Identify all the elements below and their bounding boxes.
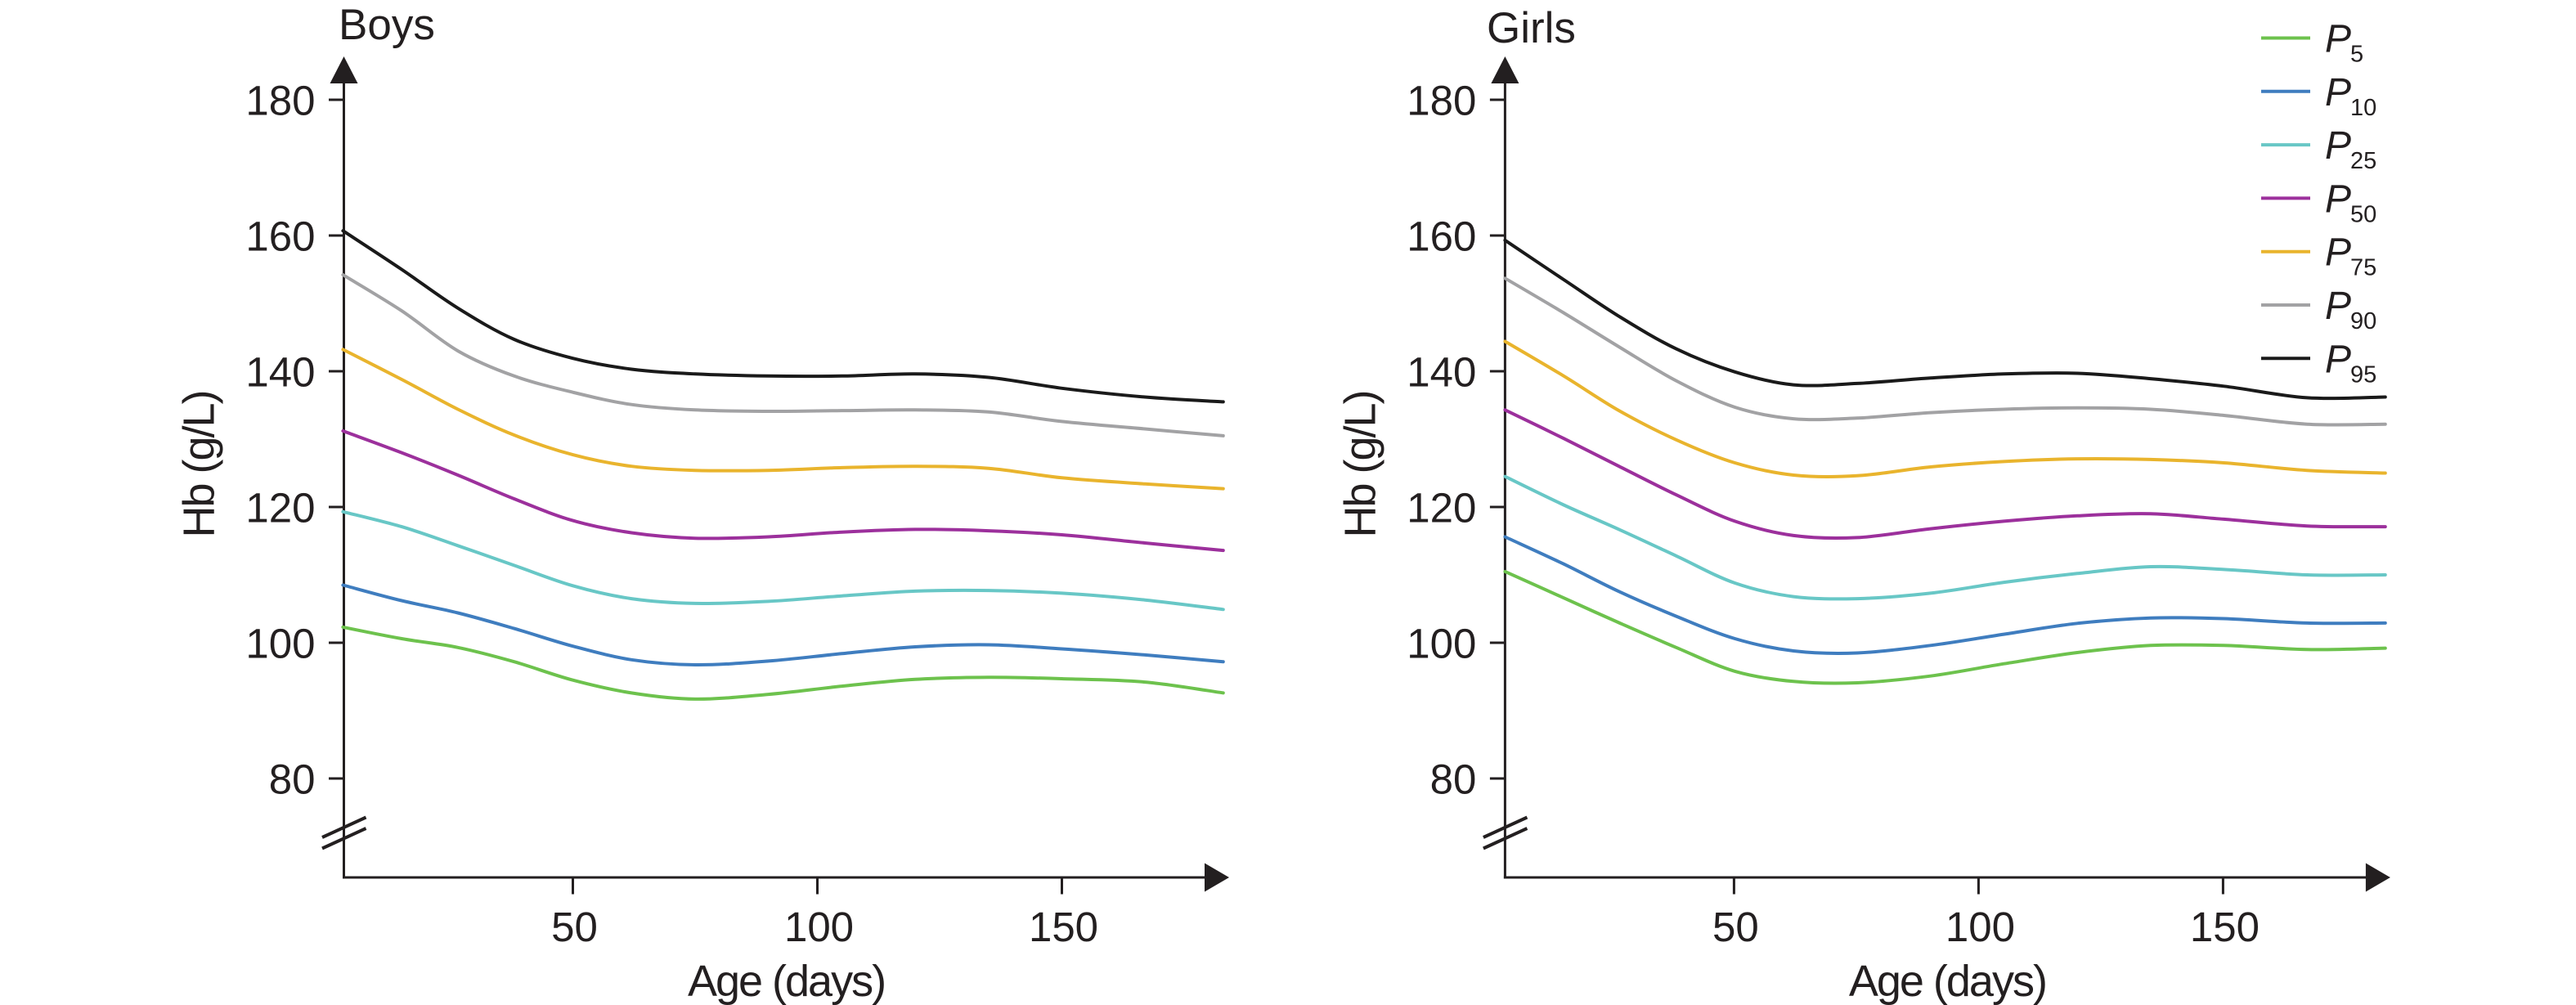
svg-text:180: 180 (1407, 78, 1476, 124)
svg-text:Boys: Boys (339, 1, 435, 49)
svg-text:Hb (g/L): Hb (g/L) (175, 391, 224, 537)
svg-text:25: 25 (2350, 148, 2376, 174)
svg-text:P: P (2325, 285, 2351, 328)
svg-text:150: 150 (1029, 904, 1098, 950)
svg-text:P: P (2325, 71, 2351, 114)
svg-text:100: 100 (784, 904, 854, 950)
svg-text:120: 120 (245, 485, 315, 532)
svg-text:10: 10 (2350, 95, 2376, 121)
svg-text:P: P (2325, 124, 2351, 168)
svg-text:Age (days): Age (days) (688, 957, 885, 1005)
svg-text:50: 50 (551, 904, 598, 950)
svg-text:80: 80 (269, 756, 316, 803)
svg-text:100: 100 (245, 621, 315, 667)
svg-text:P: P (2325, 231, 2351, 275)
svg-text:P: P (2325, 338, 2351, 381)
svg-text:Hb (g/L): Hb (g/L) (1335, 391, 1384, 537)
svg-text:140: 140 (1407, 349, 1476, 396)
svg-text:180: 180 (245, 78, 315, 124)
svg-text:90: 90 (2350, 308, 2376, 334)
svg-text:80: 80 (1430, 756, 1477, 803)
svg-text:100: 100 (1945, 904, 2015, 950)
svg-text:50: 50 (1712, 904, 1759, 950)
svg-text:140: 140 (245, 349, 315, 396)
svg-text:Age (days): Age (days) (1849, 957, 2046, 1005)
svg-text:160: 160 (1407, 213, 1476, 260)
svg-text:160: 160 (245, 213, 315, 260)
svg-text:50: 50 (2350, 201, 2376, 227)
svg-text:Girls: Girls (1487, 4, 1576, 52)
svg-text:150: 150 (2190, 904, 2260, 950)
svg-text:P: P (2325, 177, 2351, 221)
svg-text:100: 100 (1407, 621, 1476, 667)
svg-text:120: 120 (1407, 485, 1476, 532)
svg-text:5: 5 (2350, 42, 2363, 68)
svg-text:75: 75 (2350, 255, 2376, 281)
svg-text:P: P (2325, 18, 2351, 61)
svg-text:95: 95 (2350, 361, 2376, 388)
